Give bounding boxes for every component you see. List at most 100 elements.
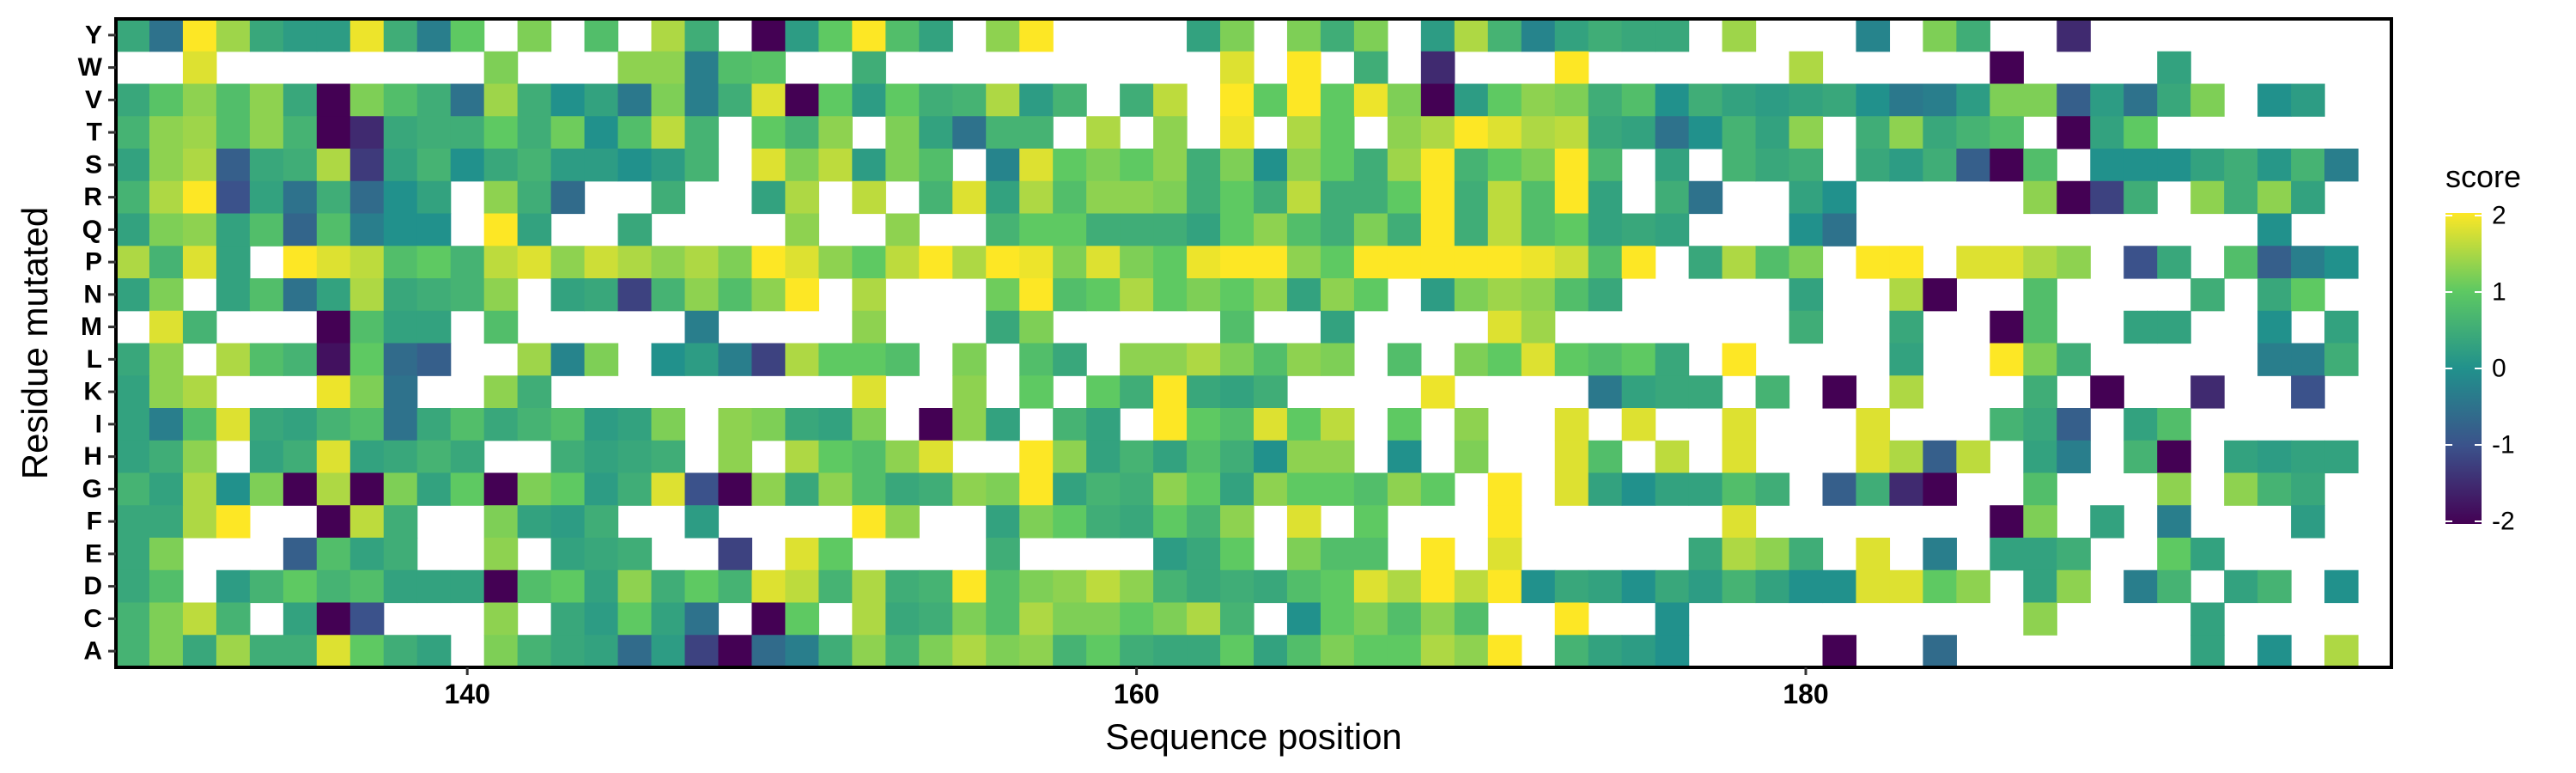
heatmap-cell-G-147 bbox=[684, 472, 720, 506]
heatmap-cell-M-131 bbox=[149, 310, 184, 344]
heatmap-cell-K-130 bbox=[116, 375, 150, 409]
heatmap-cell-E-141 bbox=[483, 538, 519, 571]
heatmap-cell-L-149 bbox=[751, 343, 787, 376]
heatmap-cell-D-190 bbox=[2123, 569, 2158, 604]
heatmap-cell-H-162 bbox=[1187, 440, 1221, 474]
heatmap-cell-Y-182 bbox=[1856, 19, 1891, 52]
heatmap-cell-M-157 bbox=[1019, 310, 1054, 344]
y-tick-label-Q: Q bbox=[82, 216, 102, 244]
heatmap-cell-V-163 bbox=[1220, 83, 1255, 117]
heatmap-cell-S-162 bbox=[1187, 149, 1221, 182]
heatmap-cell-D-151 bbox=[818, 569, 853, 604]
heatmap-cell-N-169 bbox=[1420, 278, 1455, 312]
heatmap-cell-Y-134 bbox=[249, 19, 284, 52]
heatmap-cell-T-176 bbox=[1655, 116, 1690, 149]
heatmap-cell-Q-141 bbox=[483, 213, 519, 247]
heatmap-cell-V-166 bbox=[1320, 83, 1355, 117]
x-axis-ticks: 140 160 180 bbox=[444, 667, 1829, 709]
heatmap-cell-P-190 bbox=[2123, 246, 2158, 279]
heatmap-cell-P-160 bbox=[1120, 246, 1154, 279]
heatmap-cell-S-133 bbox=[216, 149, 251, 182]
heatmap-cell-W-146 bbox=[651, 51, 686, 85]
heatmap-cell-P-170 bbox=[1454, 246, 1489, 279]
heatmap-cell-V-160 bbox=[1120, 83, 1154, 117]
heatmap-cell-S-141 bbox=[483, 149, 519, 182]
heatmap-cell-F-157 bbox=[1019, 505, 1054, 539]
heatmap-cell-I-191 bbox=[2157, 408, 2191, 441]
heatmap-cell-M-194 bbox=[2257, 310, 2292, 344]
heatmap-cell-T-144 bbox=[584, 116, 619, 149]
heatmap-cell-I-141 bbox=[483, 408, 519, 441]
heatmap-cell-C-136 bbox=[316, 602, 351, 636]
heatmap-cell-E-180 bbox=[1789, 538, 1824, 571]
heatmap-cell-F-189 bbox=[2090, 505, 2124, 539]
heatmap-cell-A-130 bbox=[116, 635, 150, 668]
heatmap-cell-N-146 bbox=[651, 278, 686, 312]
heatmap-cell-L-172 bbox=[1521, 343, 1556, 376]
heatmap-cell-Y-133 bbox=[216, 19, 251, 52]
heatmap-cell-C-137 bbox=[349, 602, 385, 636]
heatmap-cell-D-180 bbox=[1789, 569, 1824, 604]
heatmap-cell-M-137 bbox=[349, 310, 385, 344]
heatmap-cell-H-164 bbox=[1254, 440, 1288, 474]
heatmap-cell-S-171 bbox=[1487, 149, 1522, 182]
heatmap-cell-I-155 bbox=[952, 408, 987, 441]
heatmap-cell-K-157 bbox=[1019, 375, 1054, 409]
heatmap-cell-E-148 bbox=[718, 538, 753, 571]
heatmap-cell-Y-167 bbox=[1353, 19, 1388, 52]
heatmap-cell-D-156 bbox=[986, 569, 1020, 604]
heatmap-cell-V-185 bbox=[1956, 83, 1990, 117]
heatmap-cell-N-165 bbox=[1286, 278, 1321, 312]
heatmap-cell-P-158 bbox=[1053, 246, 1087, 279]
heatmap-cell-P-147 bbox=[684, 246, 720, 279]
heatmap-cell-E-191 bbox=[2157, 538, 2191, 571]
heatmap-cell-N-156 bbox=[986, 278, 1020, 312]
heatmap-cell-S-194 bbox=[2257, 149, 2292, 182]
heatmap-cell-W-180 bbox=[1789, 51, 1824, 85]
heatmap-cell-E-165 bbox=[1286, 538, 1321, 571]
heatmap-cell-T-171 bbox=[1487, 116, 1522, 149]
heatmap-cell-T-157 bbox=[1019, 116, 1054, 149]
heatmap-cell-S-140 bbox=[450, 149, 485, 182]
heatmap-cell-I-150 bbox=[785, 408, 819, 441]
heatmap-cell-A-171 bbox=[1487, 635, 1522, 668]
heatmap-cell-C-154 bbox=[919, 602, 953, 636]
heatmap-cell-E-186 bbox=[1990, 538, 2024, 571]
heatmap-cell-P-135 bbox=[283, 246, 318, 279]
heatmap-cell-L-186 bbox=[1990, 343, 2024, 376]
heatmap-cell-R-156 bbox=[986, 180, 1020, 215]
heatmap-cell-V-152 bbox=[852, 83, 886, 117]
heatmap-cell-S-138 bbox=[383, 149, 418, 182]
y-tick-label-G: G bbox=[82, 475, 102, 503]
heatmap-cell-G-187 bbox=[2023, 472, 2057, 506]
heatmap-cell-Q-164 bbox=[1254, 213, 1288, 247]
heatmap-cell-V-174 bbox=[1588, 83, 1623, 117]
heatmap-cell-G-148 bbox=[718, 472, 753, 506]
heatmap-cell-E-179 bbox=[1755, 538, 1790, 571]
heatmap-cell-F-186 bbox=[1990, 505, 2024, 539]
heatmap-cell-N-138 bbox=[383, 278, 418, 312]
heatmap-cell-S-147 bbox=[684, 149, 720, 182]
heatmap-cell-P-182 bbox=[1856, 246, 1891, 279]
heatmap-cell-T-168 bbox=[1387, 116, 1422, 149]
heatmap-cell-S-132 bbox=[182, 149, 217, 182]
heatmap-cell-L-134 bbox=[249, 343, 284, 376]
heatmap-cell-T-173 bbox=[1554, 116, 1589, 149]
heatmap-cell-K-181 bbox=[1822, 375, 1857, 409]
heatmap-cell-T-138 bbox=[383, 116, 418, 149]
heatmap-cell-R-163 bbox=[1220, 180, 1255, 215]
heatmap-cell-N-187 bbox=[2023, 278, 2057, 312]
heatmap-cell-A-150 bbox=[785, 635, 819, 668]
heatmap-cell-H-152 bbox=[852, 440, 886, 474]
heatmap-cell-T-180 bbox=[1789, 116, 1824, 149]
heatmap-cell-A-167 bbox=[1353, 635, 1388, 668]
heatmap-cell-P-130 bbox=[116, 246, 150, 279]
heatmap-cell-H-184 bbox=[1923, 440, 1957, 474]
heatmap-cell-G-131 bbox=[149, 472, 184, 506]
heatmap-cell-C-141 bbox=[483, 602, 519, 636]
heatmap-cell-Q-131 bbox=[149, 213, 184, 247]
heatmap-cell-I-182 bbox=[1856, 408, 1891, 441]
heatmap-cell-V-151 bbox=[818, 83, 853, 117]
heatmap-cell-M-171 bbox=[1487, 310, 1522, 344]
heatmap-cell-P-136 bbox=[316, 246, 351, 279]
